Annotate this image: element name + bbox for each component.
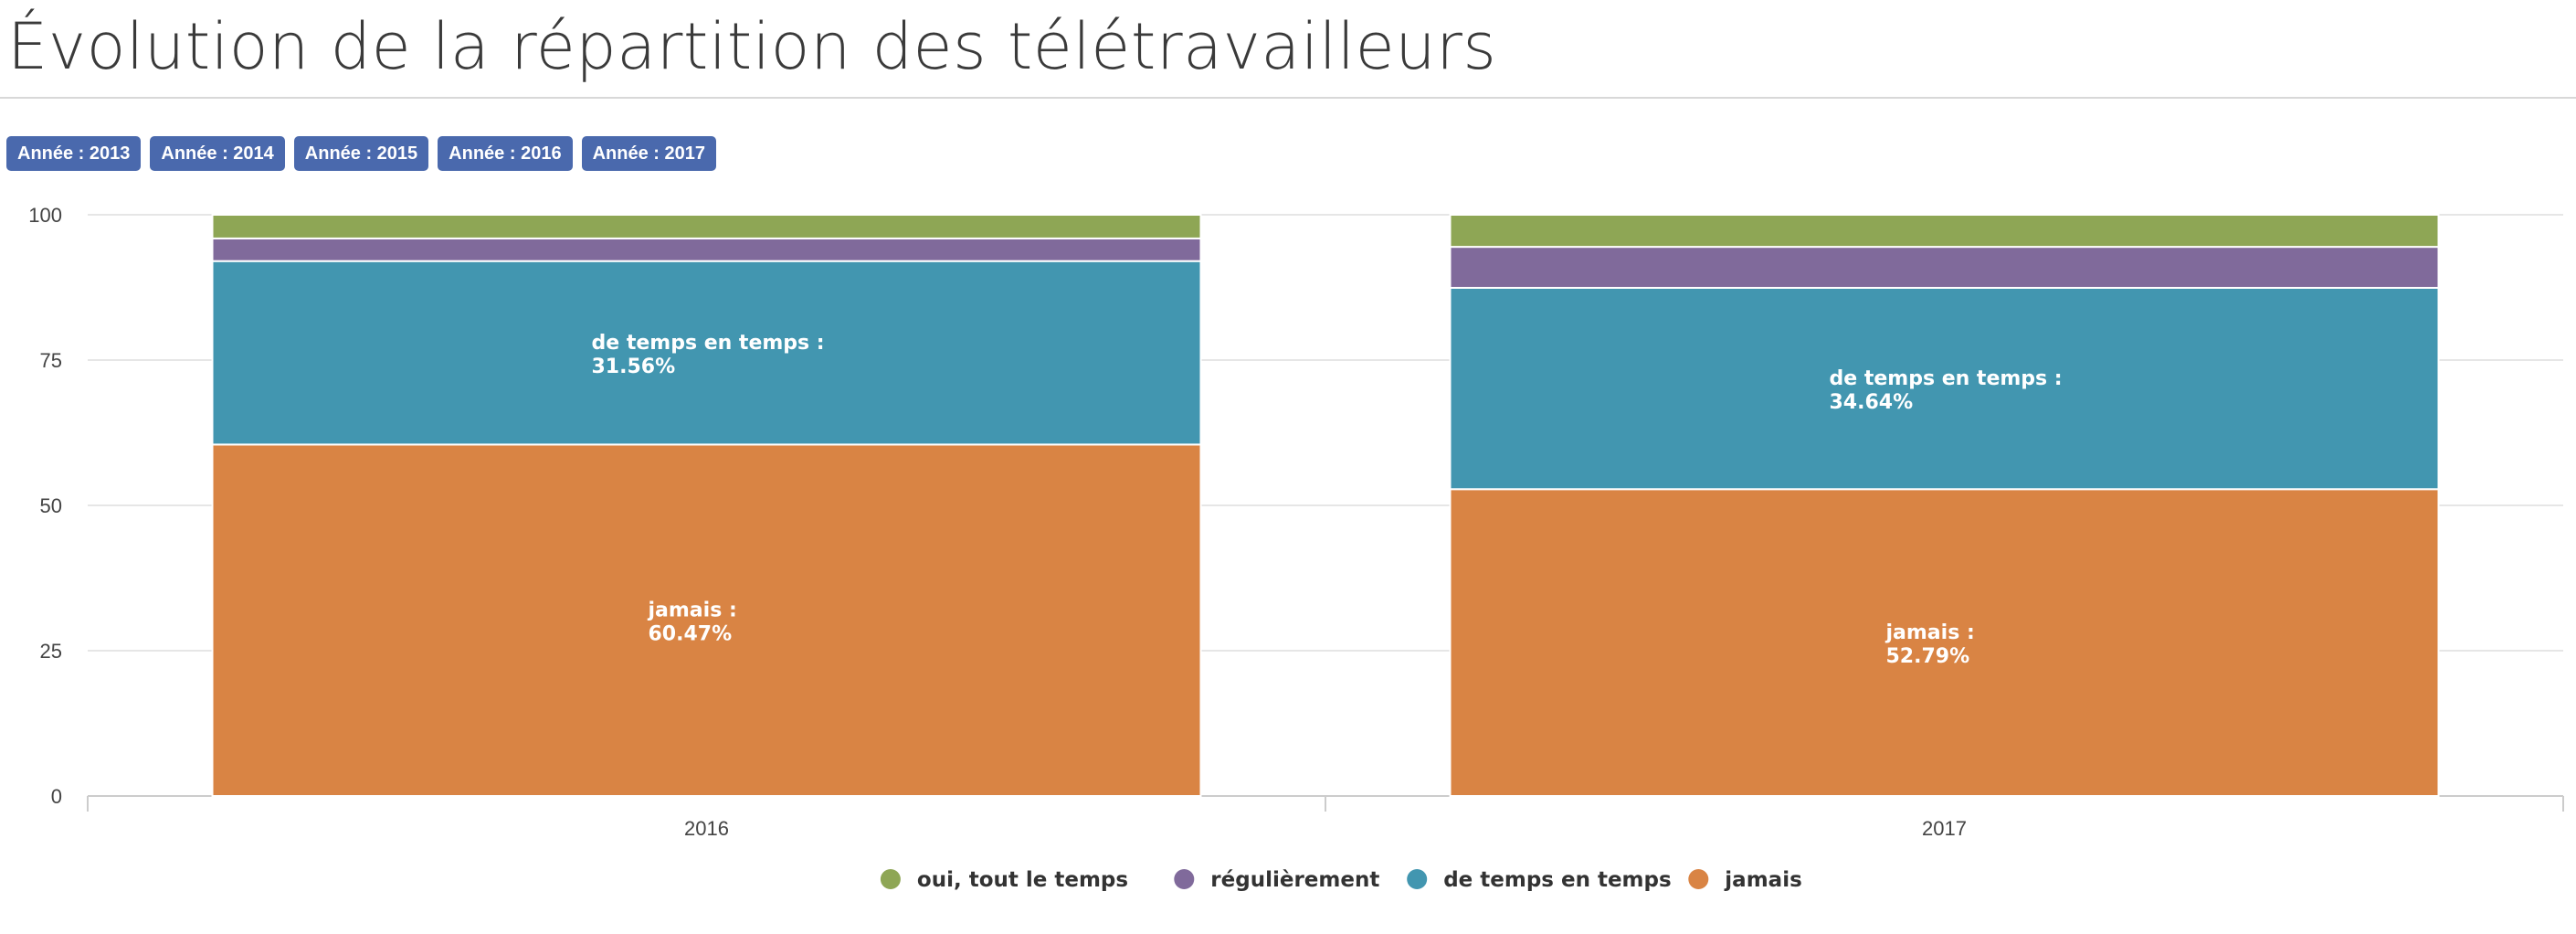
legend-label: oui, tout le temps <box>917 868 1128 892</box>
legend-label: jamais <box>1724 868 1801 892</box>
y-tick-label: 100 <box>28 204 62 227</box>
legend-marker[interactable] <box>1174 869 1195 889</box>
legend-marker[interactable] <box>880 869 901 889</box>
bar-oui-tout-le-temps[interactable] <box>1449 214 2440 249</box>
bar-oui-tout-le-temps[interactable] <box>211 214 1202 239</box>
page-title: Évolution de la répartition des télétrav… <box>7 9 1497 84</box>
title-divider <box>0 97 2576 99</box>
legend-marker[interactable] <box>1407 869 1428 889</box>
filter-year-2013[interactable]: Année : 2013 <box>6 136 142 171</box>
filter-year-2017[interactable]: Année : 2017 <box>581 136 716 171</box>
data-label-value: 52.79% <box>1886 645 1970 668</box>
bar-jamais[interactable] <box>211 443 1202 797</box>
bar-de-temps-en-temps[interactable] <box>211 260 1202 446</box>
bar-r-guli-rement[interactable] <box>1449 246 2440 289</box>
data-label-name: de temps en temps : <box>592 332 825 355</box>
x-category-label: 2017 <box>1922 817 1967 840</box>
data-label-name: jamais : <box>648 600 737 622</box>
x-category-label: 2016 <box>684 817 729 840</box>
data-label-value: 60.47% <box>649 623 733 646</box>
data-label-name: jamais : <box>1885 621 1975 644</box>
y-tick-label: 0 <box>51 785 62 808</box>
y-tick-label: 75 <box>40 349 62 372</box>
filter-year-2016[interactable]: Année : 2016 <box>438 136 573 171</box>
y-tick-label: 50 <box>40 494 62 517</box>
data-label-value: 31.56% <box>592 356 676 378</box>
legend-label: régulièrement <box>1210 868 1379 892</box>
bar-r-guli-rement[interactable] <box>211 237 1202 262</box>
data-label-value: 34.64% <box>1830 391 1914 414</box>
filter-year-2014[interactable]: Année : 2014 <box>150 136 285 171</box>
legend-label: de temps en temps <box>1443 868 1672 892</box>
data-label-name: de temps en temps : <box>1830 367 2063 390</box>
bar-jamais[interactable] <box>1449 488 2440 797</box>
bar-de-temps-en-temps[interactable] <box>1449 286 2440 491</box>
legend-marker[interactable] <box>1688 869 1709 889</box>
year-filter-bar: Année : 2013 Année : 2014 Année : 2015 A… <box>6 136 716 171</box>
filter-year-2015[interactable]: Année : 2015 <box>293 136 429 171</box>
y-tick-label: 25 <box>40 640 62 663</box>
